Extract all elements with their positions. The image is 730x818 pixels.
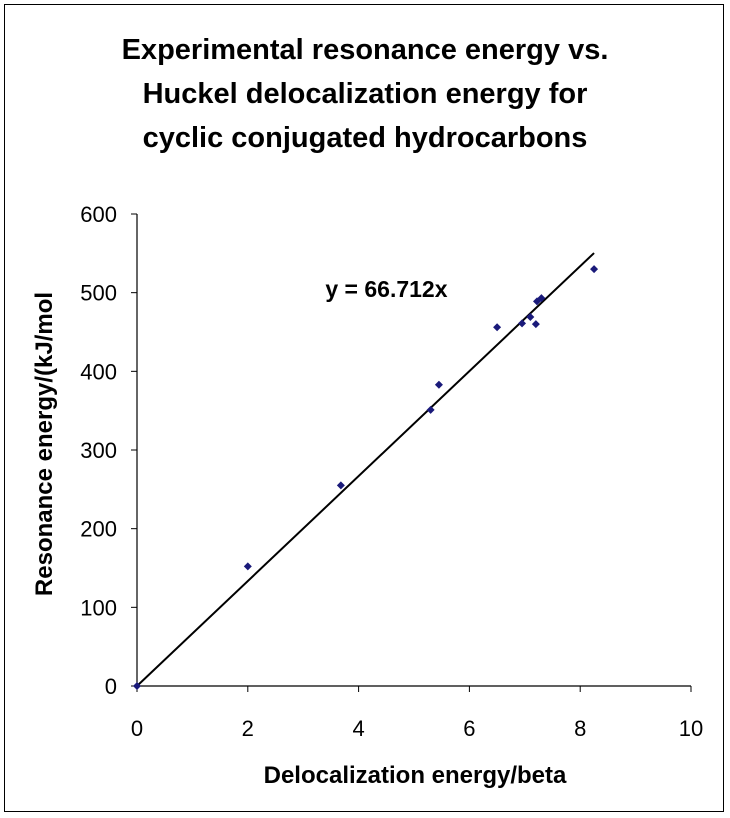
trendline-equation-label: y = 66.712x bbox=[325, 276, 447, 302]
x-tick-label: 6 bbox=[463, 716, 475, 741]
data-point bbox=[590, 265, 599, 274]
y-tick-label: 200 bbox=[80, 517, 117, 542]
data-point bbox=[526, 313, 535, 322]
x-tick-label: 8 bbox=[574, 716, 586, 741]
data-points bbox=[133, 265, 599, 690]
x-ticks: 0 2 4 6 8 10 bbox=[131, 686, 703, 741]
chart-title-line-2: Huckel delocalization energy for bbox=[142, 78, 588, 110]
data-point bbox=[537, 294, 546, 303]
y-tick-label: 0 bbox=[105, 674, 117, 699]
data-point bbox=[493, 323, 502, 332]
x-axis-title: Delocalization energy/beta bbox=[264, 762, 567, 789]
chart-frame bbox=[4, 4, 724, 812]
trendline bbox=[136, 252, 595, 687]
x-tick-label: 2 bbox=[242, 716, 254, 741]
data-point bbox=[434, 380, 443, 389]
y-tick-label: 500 bbox=[80, 281, 117, 306]
data-point bbox=[133, 682, 141, 690]
chart-title: Experimental resonance energy vs. Huckel… bbox=[0, 28, 730, 160]
trendline-group bbox=[136, 252, 595, 687]
x-tick-label: 10 bbox=[679, 716, 703, 741]
y-tick-label: 100 bbox=[80, 595, 117, 620]
chart-title-line-3: cyclic conjugated hydrocarbons bbox=[142, 122, 588, 154]
data-point bbox=[518, 319, 527, 328]
y-tick-label: 600 bbox=[80, 202, 117, 227]
x-tick-label: 0 bbox=[131, 716, 143, 741]
data-point bbox=[336, 481, 345, 490]
data-point bbox=[426, 405, 435, 414]
data-point bbox=[243, 562, 252, 571]
y-ticks: 0 100 200 300 400 500 600 bbox=[80, 202, 137, 699]
x-tick-label: 4 bbox=[352, 716, 364, 741]
chart-title-line-1: Experimental resonance energy vs. bbox=[121, 34, 609, 66]
y-tick-label: 400 bbox=[80, 359, 117, 384]
y-axis-title: Resonance energy/(kJ/mol bbox=[31, 292, 58, 596]
data-point bbox=[531, 320, 540, 329]
y-tick-label: 300 bbox=[80, 438, 117, 463]
